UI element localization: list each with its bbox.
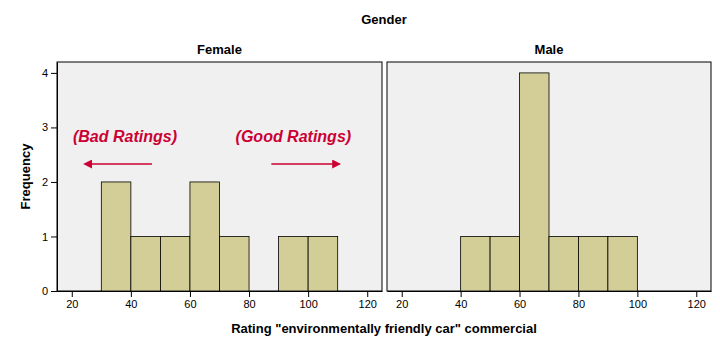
chart-title: Gender xyxy=(361,12,407,27)
tick: 100 xyxy=(299,291,317,310)
tick-label: 80 xyxy=(573,298,585,310)
histogram-bar xyxy=(637,291,666,292)
tick: 2 xyxy=(42,176,57,188)
tick-label: 80 xyxy=(243,298,255,310)
axis-line xyxy=(388,291,712,292)
histogram-bar xyxy=(101,182,131,291)
tick-mark xyxy=(578,291,579,297)
plot-background xyxy=(387,62,711,291)
tick-label: 60 xyxy=(514,298,526,310)
tick: 40 xyxy=(125,291,137,310)
tick-mark xyxy=(520,291,521,297)
panel xyxy=(57,62,382,291)
histogram-bar xyxy=(220,236,250,291)
tick: 20 xyxy=(396,291,408,310)
x-axis-title: Rating "environmentally friendly car" co… xyxy=(231,321,537,336)
tick-mark xyxy=(249,291,250,297)
axis-line xyxy=(57,63,58,292)
tick-mark xyxy=(51,127,57,128)
tick-mark xyxy=(51,291,57,292)
tick-mark xyxy=(637,291,638,297)
annotation-arrow xyxy=(271,163,339,165)
tick-mark xyxy=(696,291,697,297)
tick: 3 xyxy=(42,121,57,133)
tick-mark xyxy=(308,291,309,297)
tick-label: 2 xyxy=(42,176,48,188)
histogram-bar xyxy=(549,236,578,291)
tick-mark xyxy=(402,291,403,297)
histogram-bar xyxy=(461,236,490,291)
panel xyxy=(387,62,711,291)
tick-mark xyxy=(190,291,191,297)
x-axis: 20 40 60 80 100 120 xyxy=(58,291,383,310)
histogram-bar xyxy=(490,236,519,291)
histogram-bar xyxy=(431,291,460,292)
annotation-arrow xyxy=(85,163,152,165)
plot-background xyxy=(57,62,382,291)
tick-mark xyxy=(51,236,57,237)
histogram-bar xyxy=(131,236,161,291)
tick: 4 xyxy=(42,67,57,79)
tick-label: 100 xyxy=(629,298,647,310)
tick: 60 xyxy=(184,291,196,310)
histogram-bar xyxy=(578,236,607,291)
panel-title: Female xyxy=(197,42,242,57)
tick: 100 xyxy=(629,291,647,310)
histogram-bar xyxy=(190,182,220,291)
tick-mark xyxy=(461,291,462,297)
histogram-bar xyxy=(338,291,368,292)
annotation: (Good Ratings) xyxy=(236,128,352,145)
tick-label: 60 xyxy=(184,298,196,310)
axis-line xyxy=(58,291,383,292)
tick-label: 40 xyxy=(455,298,467,310)
tick: 20 xyxy=(66,291,78,310)
tick-label: 20 xyxy=(396,298,408,310)
tick-mark xyxy=(51,182,57,183)
tick-label: 3 xyxy=(42,121,48,133)
histogram-bar xyxy=(160,236,190,291)
tick-mark xyxy=(367,291,368,297)
histogram-bar xyxy=(72,291,102,292)
tick-label: 120 xyxy=(688,298,706,310)
bars xyxy=(101,182,337,291)
panel-title: Male xyxy=(535,42,564,57)
histogram-bar xyxy=(308,236,338,291)
tick: 120 xyxy=(688,291,706,310)
tick: 80 xyxy=(573,291,585,310)
tick: 1 xyxy=(42,230,57,242)
x-axis: 20 40 60 80 100 120 xyxy=(388,291,712,310)
tick: 60 xyxy=(514,291,526,310)
chart: Gender Rating "environmentally friendly c… xyxy=(0,0,720,350)
tick-label: 100 xyxy=(299,298,317,310)
tick-label: 4 xyxy=(42,67,48,79)
tick-label: 40 xyxy=(125,298,137,310)
tick: 80 xyxy=(243,291,255,310)
tick: 120 xyxy=(359,291,377,310)
tick-label: 0 xyxy=(42,285,48,297)
bars xyxy=(461,73,638,291)
tick-mark xyxy=(72,291,73,297)
tick: 40 xyxy=(455,291,467,310)
y-axis-title: Frequency xyxy=(18,143,33,210)
histogram-bar xyxy=(249,291,279,292)
histogram-bar xyxy=(608,236,637,291)
tick-mark xyxy=(131,291,132,297)
tick-label: 1 xyxy=(42,230,48,242)
histogram-bar xyxy=(402,291,431,292)
annotation: (Bad Ratings) xyxy=(73,128,177,145)
tick-mark xyxy=(51,73,57,74)
tick-label: 20 xyxy=(66,298,78,310)
tick-label: 120 xyxy=(359,298,377,310)
histogram-bar xyxy=(520,73,549,291)
y-axis: 0 1 2 3 4 xyxy=(42,63,58,298)
tick: 0 xyxy=(42,285,57,297)
histogram-bar xyxy=(667,291,696,292)
histogram-bar xyxy=(279,236,309,291)
